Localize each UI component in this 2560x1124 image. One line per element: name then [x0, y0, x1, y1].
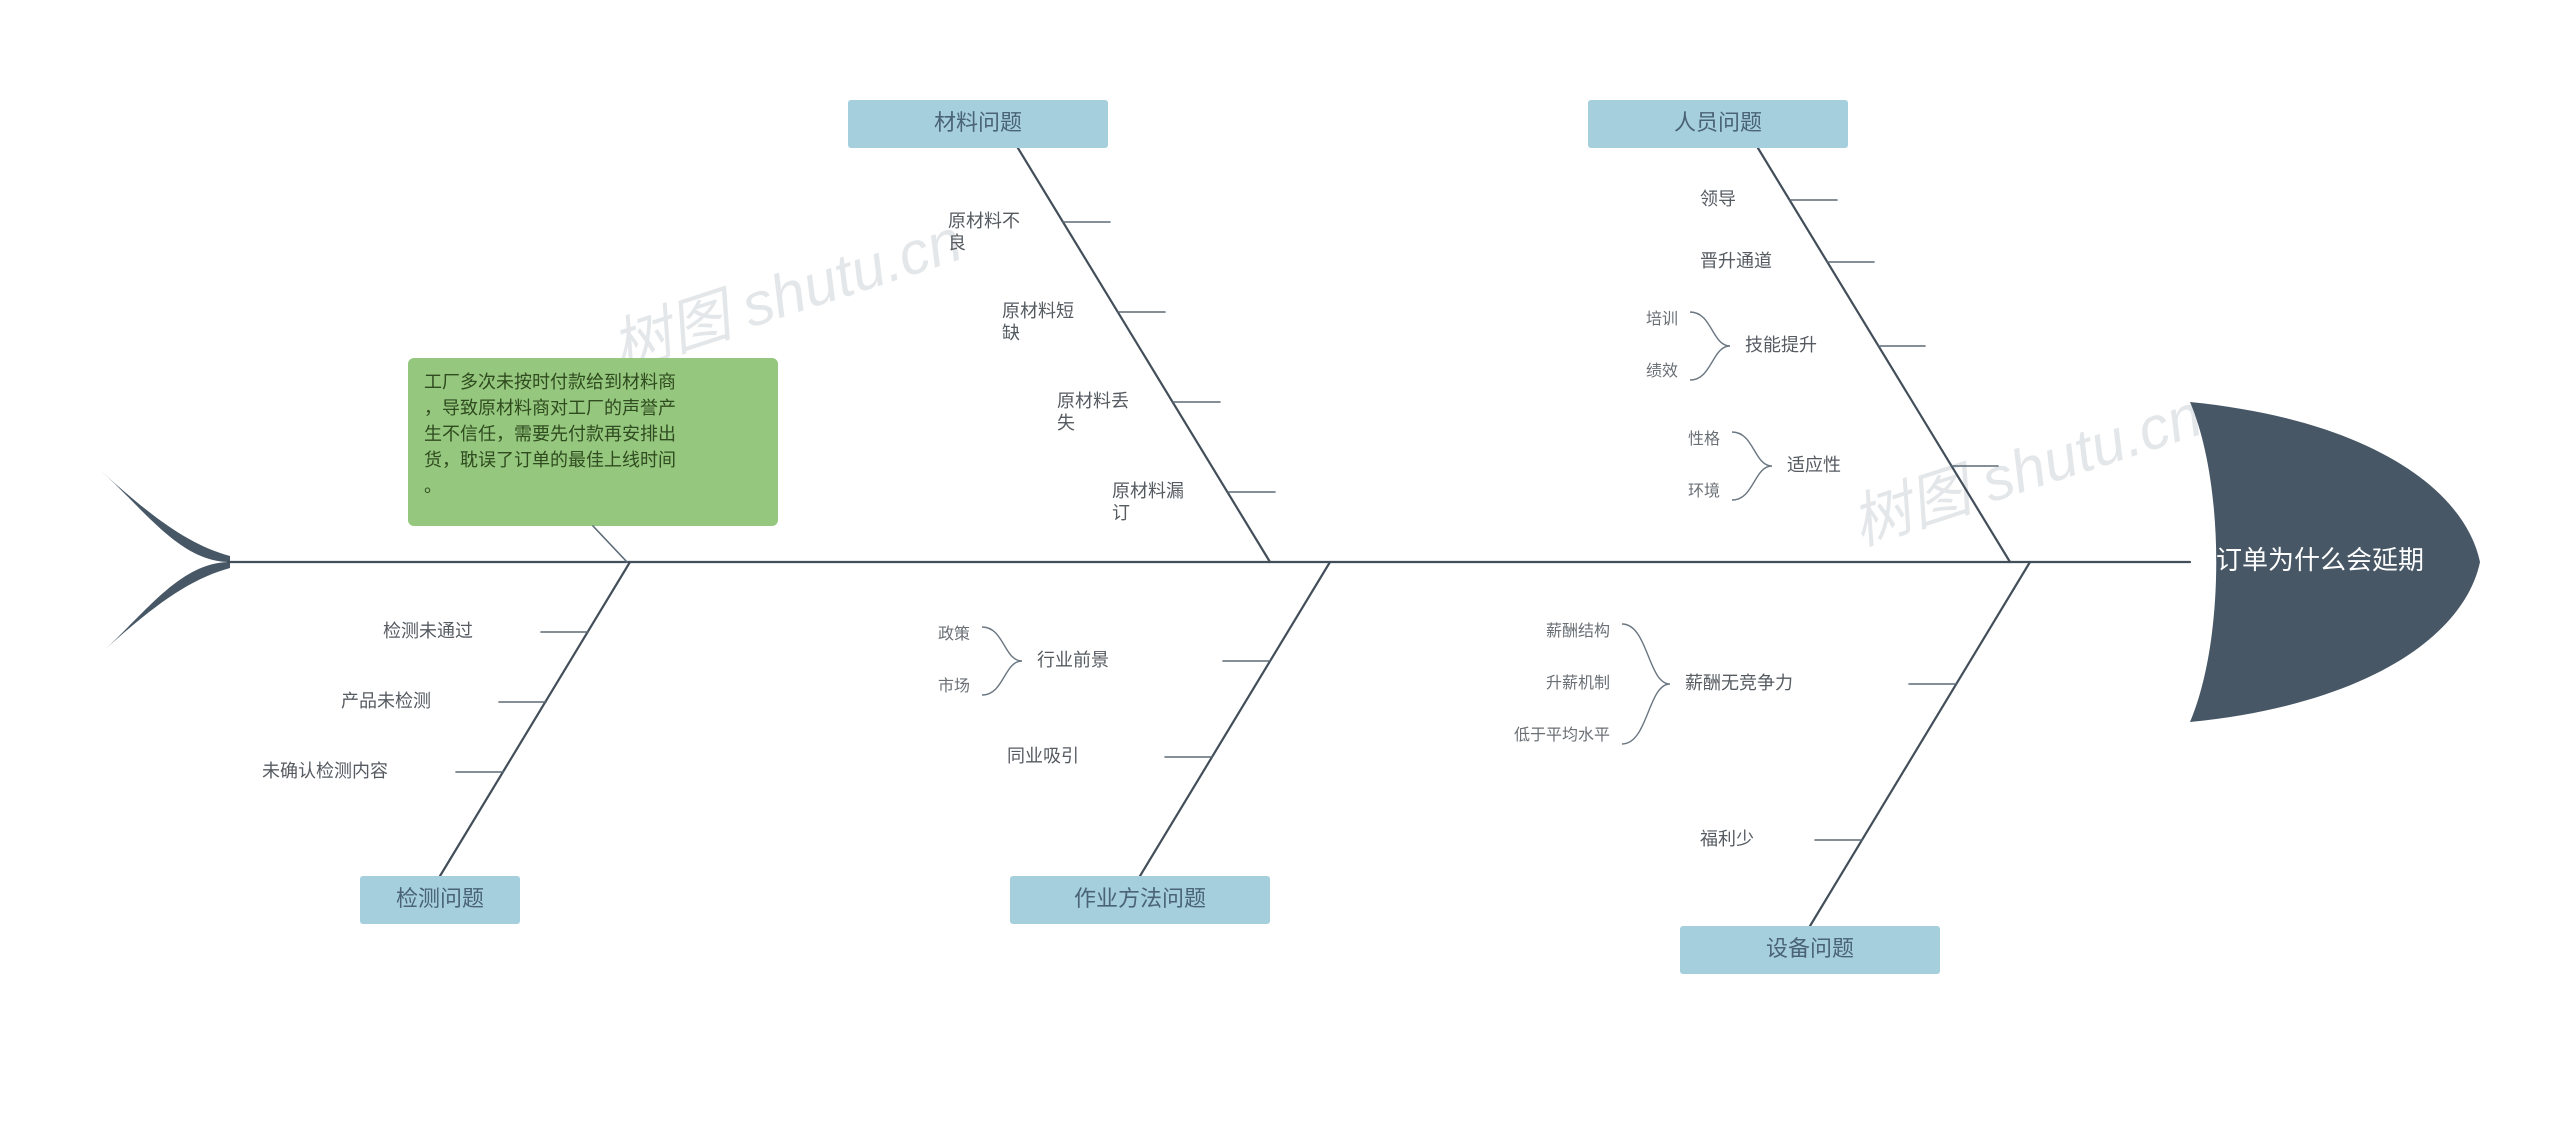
- method-g0-i1: 市场: [938, 677, 970, 695]
- fish-tail: [100, 470, 230, 654]
- equipment-leaf-0: 福利少: [1700, 829, 1754, 849]
- watermark-1: 树图 shutu.cn: [603, 206, 969, 382]
- material-leaf-0: 原材料不良: [948, 211, 1020, 253]
- method-g0-i0: 政策: [938, 625, 970, 643]
- svg-text:原材料丢失: 原材料丢失: [1057, 391, 1129, 433]
- watermark-2: 树图 shutu.cn: [1843, 381, 2209, 557]
- bone-equipment: 设备问题 薪酬结构 升薪机制 低于平均水平 薪酬无竞争力 福利少: [1514, 562, 2030, 974]
- head-label: 订单为什么会延期: [2216, 545, 2424, 575]
- bone-method: 作业方法问题 政策 市场 行业前景 同业吸引: [938, 562, 1330, 924]
- equipment-g0-i1: 升薪机制: [1546, 674, 1610, 692]
- bone-material: 材料问题 原材料不良 原材料短缺 原材料丢失 原材料漏订: [848, 100, 1275, 562]
- personnel-g0-mid: 技能提升: [1745, 335, 1817, 355]
- cat-equipment-label: 设备问题: [1766, 936, 1854, 961]
- personnel-g1-i1: 环境: [1688, 481, 1720, 500]
- equipment-g0-i2: 低于平均水平: [1514, 726, 1610, 744]
- svg-text:原材料漏订: 原材料漏订: [1112, 481, 1184, 523]
- fish-head: 订单为什么会延期: [2190, 402, 2480, 722]
- personnel-leaf-0: 领导: [1700, 189, 1736, 209]
- inspection-leaf-2: 未确认检测内容: [262, 761, 388, 781]
- svg-text:原材料短缺: 原材料短缺: [1002, 301, 1074, 343]
- personnel-g1-mid: 适应性: [1787, 455, 1841, 475]
- note: 工厂多次未按时付款给到材料商 ，导致原材料商对工厂的声誉产 生不信任，需要先付款…: [408, 358, 778, 562]
- fishbone-diagram: 树图 shutu.cn 树图 shutu.cn 订单为什么会延期 材料问题 原材…: [0, 0, 2560, 1124]
- cat-inspection-label: 检测问题: [396, 886, 484, 911]
- equipment-g0-i0: 薪酬结构: [1546, 622, 1610, 640]
- bone-inspection: 检测问题 检测未通过 产品未检测 未确认检测内容: [262, 562, 630, 924]
- personnel-g0-i0: 培训: [1646, 310, 1678, 328]
- cat-method-label: 作业方法问题: [1074, 886, 1206, 911]
- method-leaf-0: 同业吸引: [1007, 746, 1079, 766]
- personnel-leaf-1: 晋升通道: [1700, 251, 1772, 271]
- inspection-leaf-1: 产品未检测: [341, 691, 431, 711]
- personnel-g0-i1: 绩效: [1646, 362, 1678, 380]
- equipment-g0-mid: 薪酬无竞争力: [1685, 673, 1793, 693]
- cat-material-label: 材料问题: [934, 110, 1022, 135]
- cat-personnel-label: 人员问题: [1674, 110, 1762, 135]
- personnel-g1-i0: 性格: [1688, 430, 1720, 448]
- inspection-leaf-0: 检测未通过: [383, 621, 473, 641]
- method-g0-mid: 行业前景: [1037, 650, 1109, 670]
